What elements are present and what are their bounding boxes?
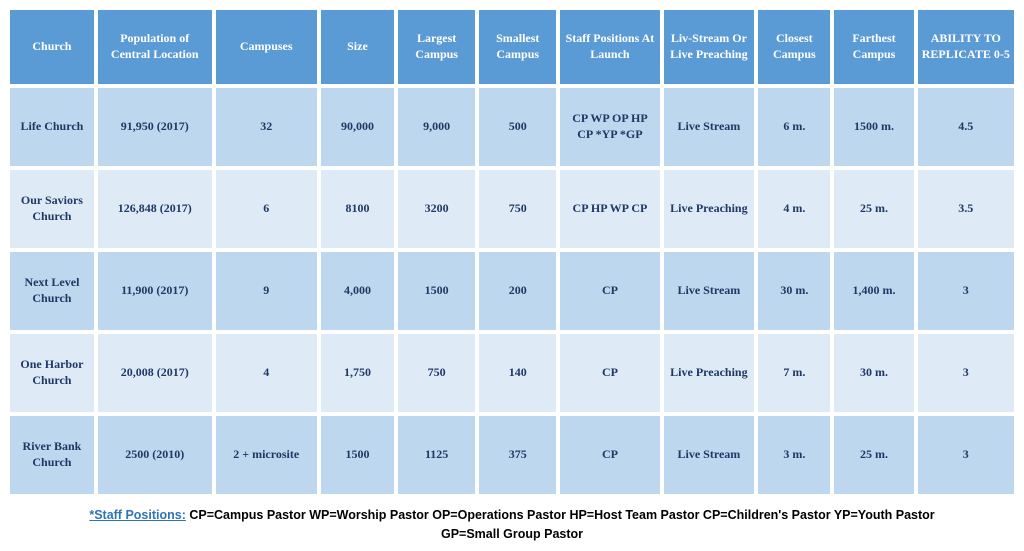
cell-pop: 20,008 (2017): [98, 334, 212, 412]
cell-closest: 3 m.: [758, 416, 830, 494]
cell-pop: 11,900 (2017): [98, 252, 212, 330]
cell-smallest: 500: [479, 88, 556, 166]
cell-pop: 91,950 (2017): [98, 88, 212, 166]
footnote-line1: CP=Campus Pastor WP=Worship Pastor OP=Op…: [189, 508, 934, 522]
cell-stream: Live Stream: [664, 252, 755, 330]
col-header-stream: Liv-Stream Or Live Preaching: [664, 10, 755, 84]
church-comparison-table: Church Population of Central Location Ca…: [6, 6, 1018, 498]
cell-ability: 3: [918, 416, 1014, 494]
cell-closest: 30 m.: [758, 252, 830, 330]
cell-church: River Bank Church: [10, 416, 94, 494]
col-header-campuses: Campuses: [216, 10, 317, 84]
col-header-smallest: Smallest Campus: [479, 10, 556, 84]
col-header-church: Church: [10, 10, 94, 84]
cell-stream: Live Preaching: [664, 170, 755, 248]
cell-closest: 6 m.: [758, 88, 830, 166]
cell-church: Our Saviors Church: [10, 170, 94, 248]
cell-campuses: 2 + microsite: [216, 416, 317, 494]
cell-farthest: 25 m.: [834, 416, 913, 494]
cell-closest: 7 m.: [758, 334, 830, 412]
cell-size: 8100: [321, 170, 394, 248]
cell-largest: 9,000: [398, 88, 475, 166]
table-row: One Harbor Church20,008 (2017)41,7507501…: [10, 334, 1014, 412]
cell-size: 1500: [321, 416, 394, 494]
cell-ability: 3: [918, 252, 1014, 330]
cell-ability: 4.5: [918, 88, 1014, 166]
staff-positions-footnote: *Staff Positions: CP=Campus Pastor WP=Wo…: [6, 506, 1018, 544]
cell-ability: 3: [918, 334, 1014, 412]
cell-staff: CP: [560, 334, 659, 412]
cell-farthest: 30 m.: [834, 334, 913, 412]
cell-stream: Live Stream: [664, 416, 755, 494]
cell-campuses: 9: [216, 252, 317, 330]
cell-church: Life Church: [10, 88, 94, 166]
table-row: Life Church91,950 (2017)3290,0009,000500…: [10, 88, 1014, 166]
col-header-staff: Staff Positions At Launch: [560, 10, 659, 84]
cell-staff: CP: [560, 416, 659, 494]
cell-staff: CP WP OP HP CP *YP *GP: [560, 88, 659, 166]
table-row: River Bank Church2500 (2010)2 + microsit…: [10, 416, 1014, 494]
cell-closest: 4 m.: [758, 170, 830, 248]
table-head: Church Population of Central Location Ca…: [10, 10, 1014, 84]
cell-smallest: 140: [479, 334, 556, 412]
cell-farthest: 25 m.: [834, 170, 913, 248]
col-header-ability: ABILITY TO REPLICATE 0-5: [918, 10, 1014, 84]
cell-staff: CP HP WP CP: [560, 170, 659, 248]
cell-stream: Live Stream: [664, 88, 755, 166]
church-comparison-table-container: Church Population of Central Location Ca…: [6, 6, 1018, 544]
cell-farthest: 1,400 m.: [834, 252, 913, 330]
footnote-lead: *Staff Positions:: [89, 508, 186, 522]
cell-largest: 1125: [398, 416, 475, 494]
table-body: Life Church91,950 (2017)3290,0009,000500…: [10, 88, 1014, 494]
cell-pop: 2500 (2010): [98, 416, 212, 494]
table-row: Next Level Church11,900 (2017)94,0001500…: [10, 252, 1014, 330]
cell-size: 4,000: [321, 252, 394, 330]
col-header-farthest: Farthest Campus: [834, 10, 913, 84]
cell-church: Next Level Church: [10, 252, 94, 330]
cell-smallest: 375: [479, 416, 556, 494]
cell-pop: 126,848 (2017): [98, 170, 212, 248]
cell-campuses: 6: [216, 170, 317, 248]
cell-stream: Live Preaching: [664, 334, 755, 412]
cell-ability: 3.5: [918, 170, 1014, 248]
cell-largest: 1500: [398, 252, 475, 330]
col-header-size: Size: [321, 10, 394, 84]
cell-staff: CP: [560, 252, 659, 330]
cell-smallest: 200: [479, 252, 556, 330]
col-header-pop: Population of Central Location: [98, 10, 212, 84]
cell-smallest: 750: [479, 170, 556, 248]
cell-largest: 750: [398, 334, 475, 412]
cell-campuses: 32: [216, 88, 317, 166]
header-row: Church Population of Central Location Ca…: [10, 10, 1014, 84]
cell-size: 1,750: [321, 334, 394, 412]
col-header-largest: Largest Campus: [398, 10, 475, 84]
cell-farthest: 1500 m.: [834, 88, 913, 166]
col-header-closest: Closest Campus: [758, 10, 830, 84]
table-row: Our Saviors Church126,848 (2017)68100320…: [10, 170, 1014, 248]
cell-size: 90,000: [321, 88, 394, 166]
cell-largest: 3200: [398, 170, 475, 248]
cell-campuses: 4: [216, 334, 317, 412]
footnote-line2: GP=Small Group Pastor: [441, 527, 583, 541]
cell-church: One Harbor Church: [10, 334, 94, 412]
